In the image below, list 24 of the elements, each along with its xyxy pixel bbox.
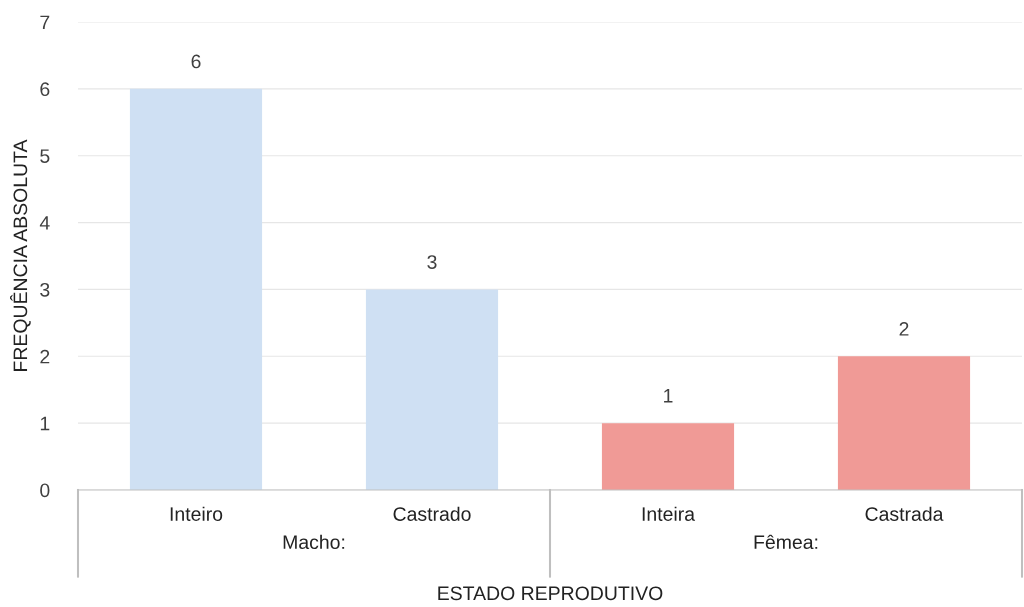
x-tick-label: Inteiro bbox=[170, 506, 223, 521]
bar bbox=[837, 356, 971, 490]
data-label: 6 bbox=[191, 54, 201, 69]
text: Macho: bbox=[283, 534, 345, 550]
y-axis-title: FREQUÊNCIA ABSOLUTA bbox=[10, 139, 31, 371]
x-tick-label: Castrado bbox=[393, 506, 471, 521]
y-tick-label: 6 bbox=[40, 82, 50, 97]
x-tick-label: Inteira bbox=[642, 506, 696, 521]
data-label: 3 bbox=[427, 255, 437, 269]
y-tick-label: 4 bbox=[39, 216, 50, 230]
y-tick-label: 5 bbox=[40, 149, 50, 163]
x-axis-title: ESTADO REPRODUTIVO bbox=[438, 586, 663, 601]
y-tick-label: 2 bbox=[40, 349, 50, 364]
data-label: 1 bbox=[664, 389, 673, 403]
y-tick-label: 0 bbox=[40, 483, 50, 498]
text: Fêmea: bbox=[754, 534, 818, 550]
y-tick-label: 1 bbox=[40, 416, 50, 431]
x-tick-label: Castrada bbox=[865, 506, 944, 521]
y-tick-label: 3 bbox=[40, 282, 50, 297]
bar bbox=[365, 289, 499, 490]
bar bbox=[129, 88, 263, 490]
data-label: 2 bbox=[899, 322, 909, 336]
bar bbox=[601, 423, 735, 490]
y-tick-label: 7 bbox=[40, 15, 50, 30]
